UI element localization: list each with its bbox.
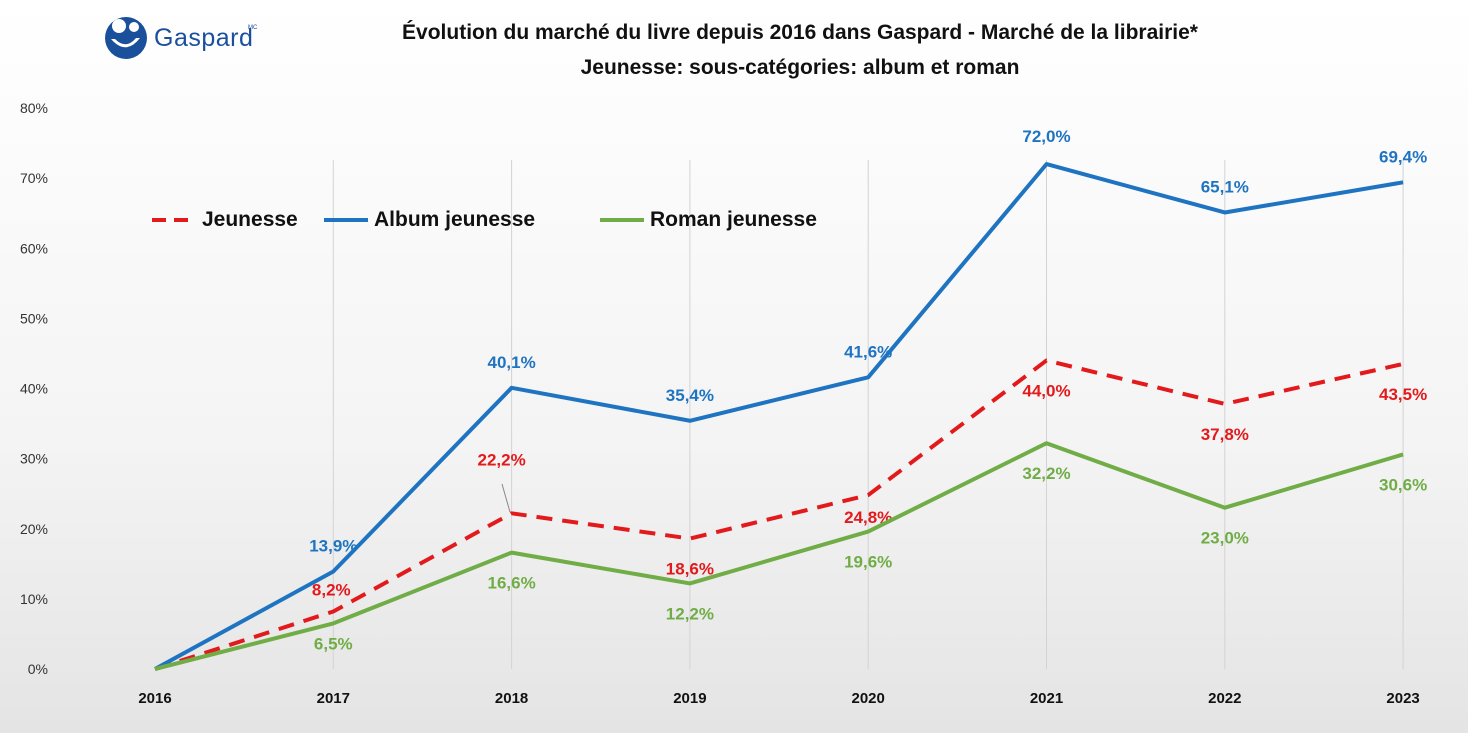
data-label-roman: 23,0%	[1201, 529, 1249, 548]
gaspard-logo: Gaspard MC	[100, 12, 270, 62]
y-tick-label: 20%	[20, 521, 48, 537]
y-tick-label: 50%	[20, 310, 48, 326]
x-tick-label: 2020	[852, 690, 885, 707]
data-label-roman: 32,2%	[1022, 464, 1070, 483]
x-tick-label: 2018	[495, 690, 528, 707]
data-label-jeunesse: 43,5%	[1379, 385, 1427, 404]
x-tick-label: 2019	[673, 690, 706, 707]
data-label-roman: 16,6%	[487, 574, 535, 593]
legend-label-album: Album jeunesse	[374, 208, 536, 231]
legend-label-roman: Roman jeunesse	[650, 208, 817, 231]
y-tick-label: 30%	[20, 451, 48, 467]
data-label-roman: 12,2%	[666, 604, 714, 623]
data-label-album: 40,1%	[487, 353, 535, 372]
data-label-album: 35,4%	[666, 386, 714, 405]
data-label-album: 41,6%	[844, 342, 892, 361]
logo-trademark: MC	[248, 25, 258, 31]
data-label-jeunesse: 44,0%	[1022, 381, 1070, 400]
series-line-album	[154, 162, 1404, 671]
y-tick-label: 40%	[20, 381, 48, 397]
y-tick-label: 60%	[20, 240, 48, 256]
y-tick-label: 80%	[20, 100, 48, 116]
data-label-album: 72,0%	[1022, 127, 1070, 146]
data-label-roman: 30,6%	[1379, 475, 1427, 494]
data-label-jeunesse: 24,8%	[844, 508, 892, 527]
data-label-roman: 19,6%	[844, 553, 892, 572]
x-tick-label: 2016	[138, 690, 171, 707]
chart-title: Évolution du marché du livre depuis 2016…	[402, 21, 1198, 44]
legend-swatch-jeunesse	[152, 218, 196, 222]
x-tick-label: 2017	[317, 690, 350, 707]
series-line-roman	[154, 441, 1404, 671]
x-tick-label: 2023	[1386, 690, 1419, 707]
legend-label-jeunesse: Jeunesse	[202, 208, 298, 231]
data-label-album: 13,9%	[309, 537, 357, 556]
x-tick-label: 2022	[1208, 690, 1241, 707]
data-label-jeunesse: 18,6%	[666, 560, 714, 579]
y-tick-label: 10%	[20, 591, 48, 607]
y-tick-label: 70%	[20, 170, 48, 186]
chart-subtitle: Jeunesse: sous-catégories: album et roma…	[580, 56, 1020, 79]
data-label-album: 65,1%	[1201, 177, 1249, 196]
series-line-jeunesse	[154, 358, 1404, 671]
x-tick-label: 2021	[1030, 690, 1063, 707]
data-label-jeunesse: 37,8%	[1201, 425, 1249, 444]
data-label-jeunesse: 22,2%	[477, 450, 525, 469]
data-label-roman: 6,5%	[314, 634, 353, 653]
label-leader-line	[501, 483, 511, 513]
legend-swatch-album	[324, 218, 368, 222]
data-label-jeunesse: 8,2%	[312, 580, 351, 599]
logo-text: Gaspard	[154, 24, 254, 52]
y-tick-label: 0%	[28, 661, 48, 677]
gaspard-logo-icon	[105, 17, 147, 59]
legend-swatch-roman	[600, 218, 644, 222]
data-label-album: 69,4%	[1379, 147, 1427, 166]
